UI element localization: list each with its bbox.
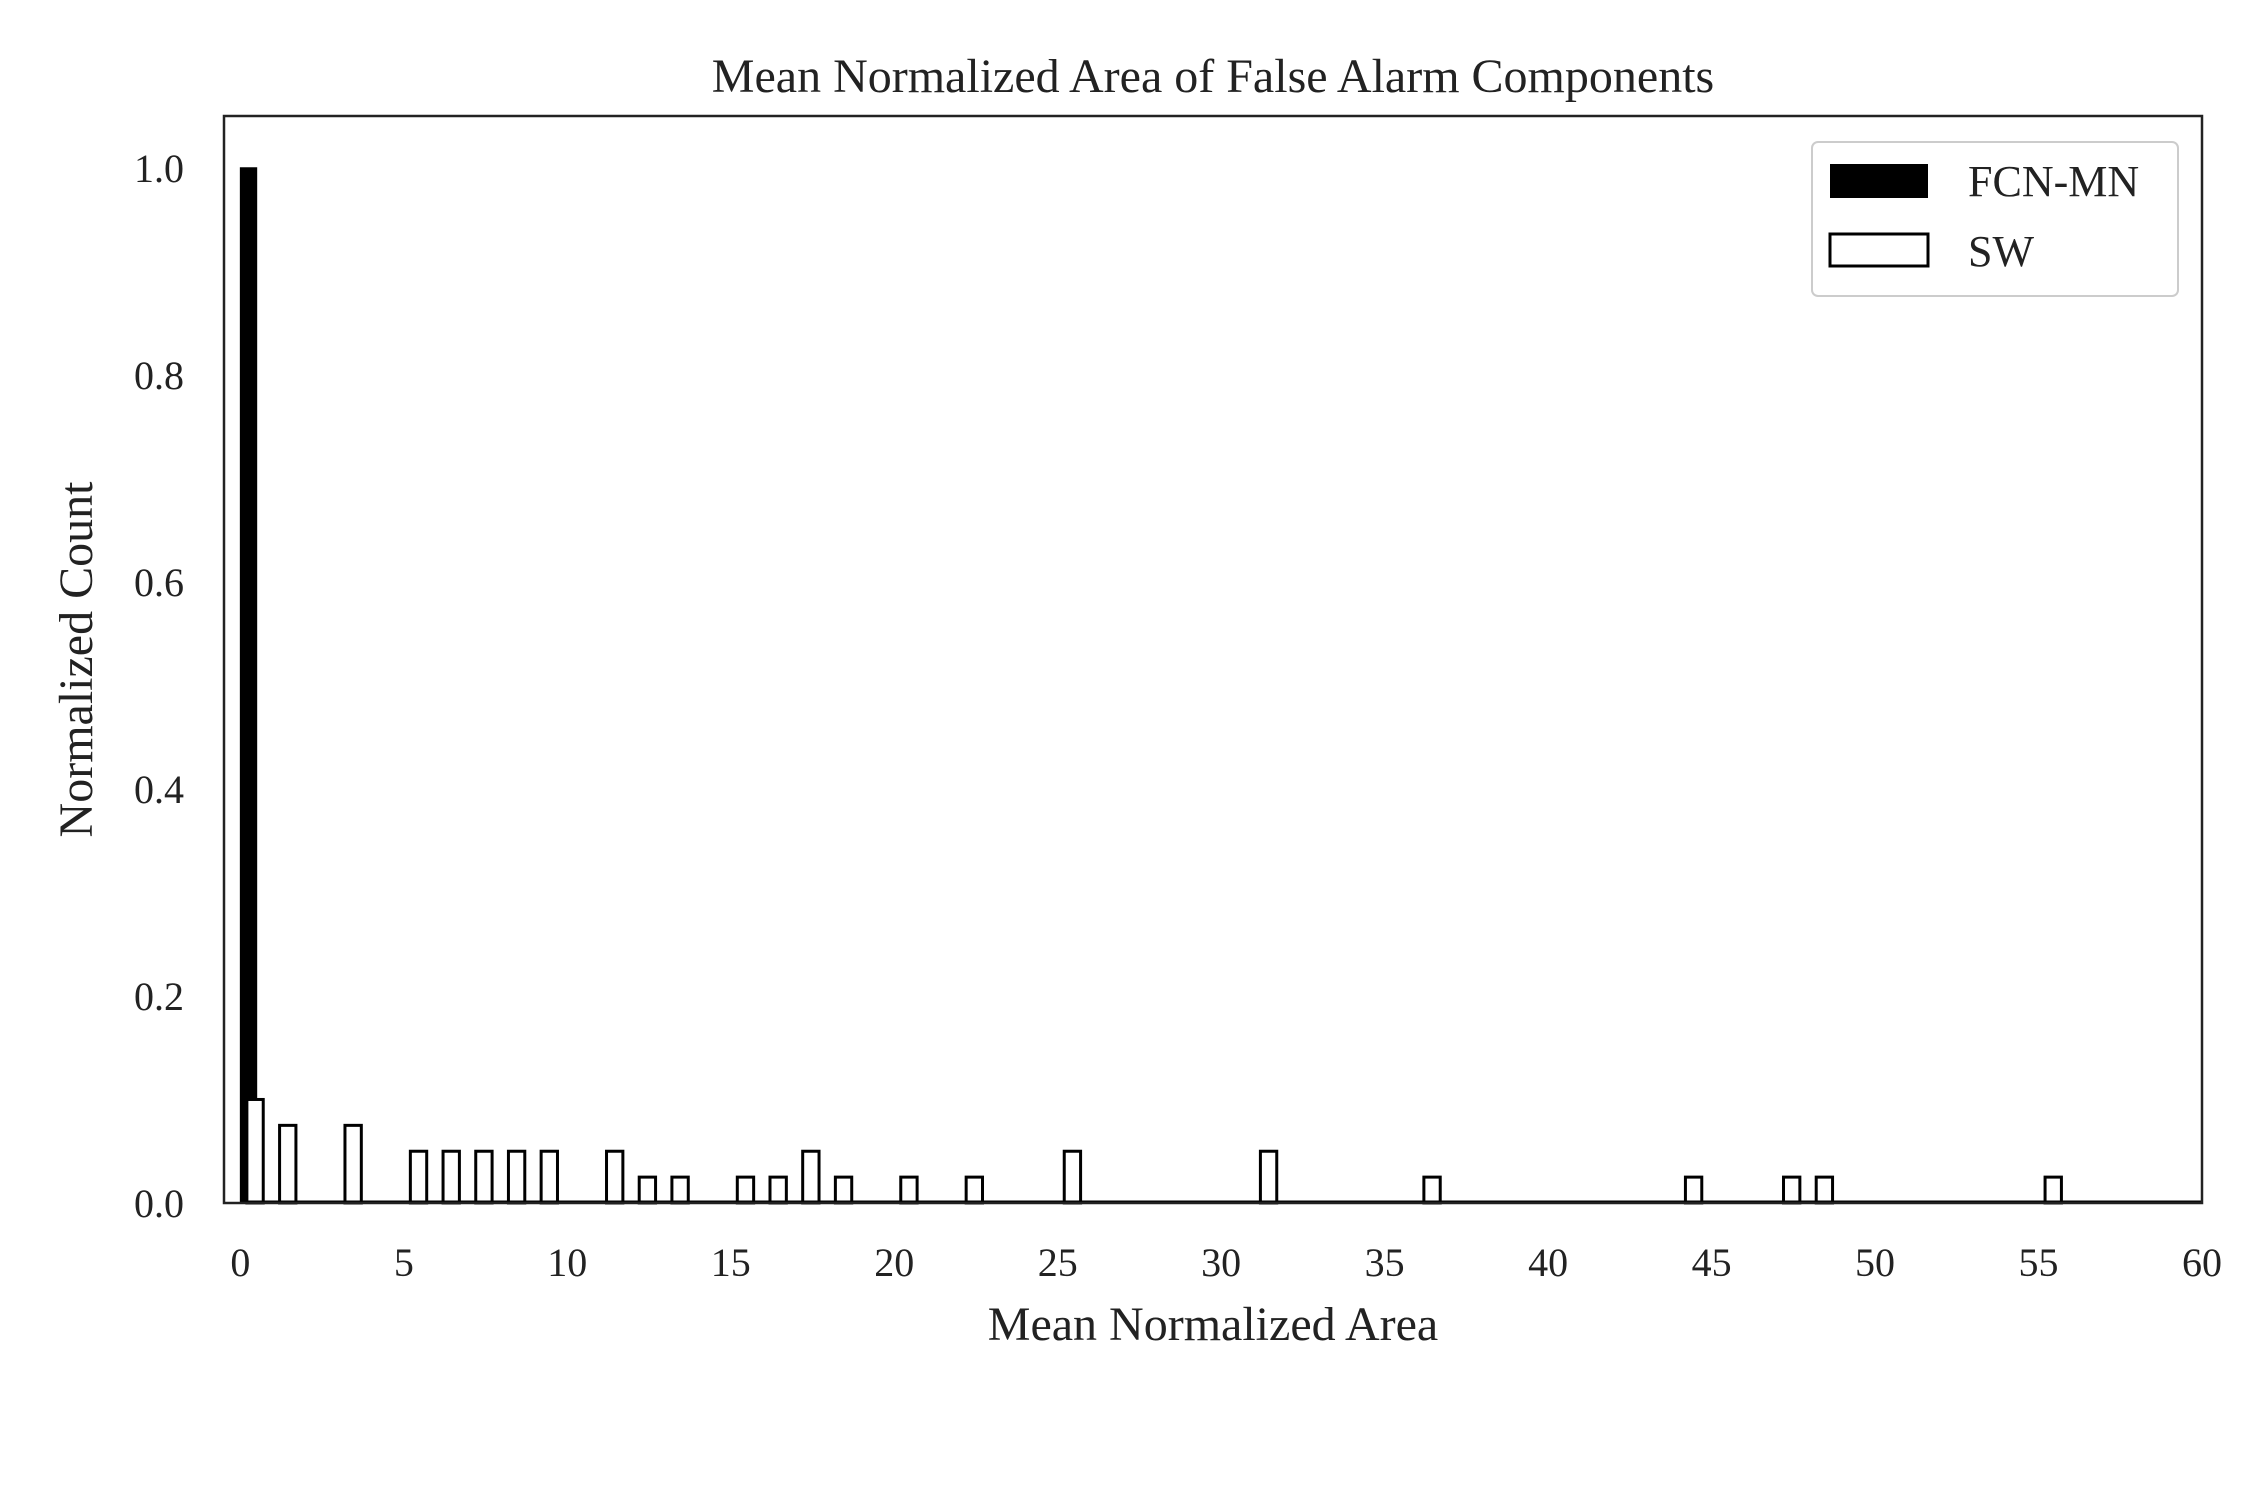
x-axis-ticks: 0 5 10 15 20 25 30 35 40 45 50 55 60: [230, 1240, 2222, 1285]
bar-sw-23: [2043, 1175, 2063, 1205]
bar-sw-20: [1683, 1175, 1704, 1205]
x-tick-label-45: 45: [1692, 1240, 1732, 1285]
y-axis-label: Normalized Count: [50, 481, 103, 838]
x-tick-label-60: 60: [2182, 1240, 2222, 1285]
y-tick-label-1.0: 1.0: [134, 146, 184, 191]
x-tick-label-20: 20: [874, 1240, 914, 1285]
legend-label-fcn-mn: FCN-MN: [1968, 157, 2139, 206]
y-tick-label-0.4: 0.4: [134, 767, 184, 812]
bar-sw-6: [506, 1149, 527, 1205]
legend-swatch-sw: [1828, 232, 1930, 268]
x-tick-label-50: 50: [1855, 1240, 1895, 1285]
bar-sw-2: [343, 1123, 363, 1205]
bars-layer: [239, 167, 2063, 1205]
bar-sw-7: [539, 1149, 559, 1205]
bar-sw-21: [1782, 1175, 1802, 1205]
bar-sw-16: [964, 1175, 985, 1205]
bar-sw-11: [735, 1175, 756, 1205]
bar-sw-5: [474, 1149, 494, 1205]
legend-label-sw: SW: [1968, 227, 2034, 276]
y-tick-label-0.0: 0.0: [134, 1181, 184, 1226]
bar-sw-19: [1422, 1175, 1442, 1205]
x-tick-label-0: 0: [230, 1240, 250, 1285]
x-tick-label-5: 5: [394, 1240, 414, 1285]
legend-swatch-fcn-mn: [1830, 164, 1928, 198]
bar-sw-3: [408, 1149, 429, 1205]
x-tick-label-40: 40: [1528, 1240, 1568, 1285]
legend: FCN-MN SW: [1811, 141, 2179, 297]
bar-sw-9: [637, 1175, 658, 1205]
bar-sw-4: [441, 1149, 461, 1205]
plot-frame: [222, 114, 2204, 1205]
y-tick-label-0.8: 0.8: [134, 353, 184, 398]
bar-sw-22: [1814, 1175, 1835, 1205]
bar-fcn-mn-0: [239, 167, 258, 1204]
y-tick-label-0.6: 0.6: [134, 560, 184, 605]
bar-sw-1: [278, 1123, 298, 1205]
x-tick-label-35: 35: [1365, 1240, 1405, 1285]
x-tick-label-55: 55: [2019, 1240, 2059, 1285]
bar-sw-18: [1258, 1149, 1279, 1205]
bar-sw-0: [245, 1097, 265, 1205]
y-tick-label-0.2: 0.2: [134, 974, 184, 1019]
x-tick-label-25: 25: [1038, 1240, 1078, 1285]
bar-sw-10: [670, 1175, 690, 1205]
bar-sw-14: [833, 1175, 854, 1205]
bar-sw-8: [605, 1149, 625, 1205]
bar-sw-15: [899, 1175, 919, 1205]
x-tick-label-30: 30: [1201, 1240, 1241, 1285]
y-axis-ticks: 0.0 0.2 0.4 0.6 0.8 1.0: [134, 146, 184, 1226]
chart-title: Mean Normalized Area of False Alarm Comp…: [712, 50, 1714, 103]
bar-sw-17: [1062, 1149, 1083, 1205]
x-axis-label: Mean Normalized Area: [988, 1298, 1438, 1351]
bar-sw-13: [801, 1149, 821, 1205]
bar-sw-12: [768, 1175, 788, 1205]
x-tick-label-15: 15: [711, 1240, 751, 1285]
x-tick-label-10: 10: [547, 1240, 587, 1285]
